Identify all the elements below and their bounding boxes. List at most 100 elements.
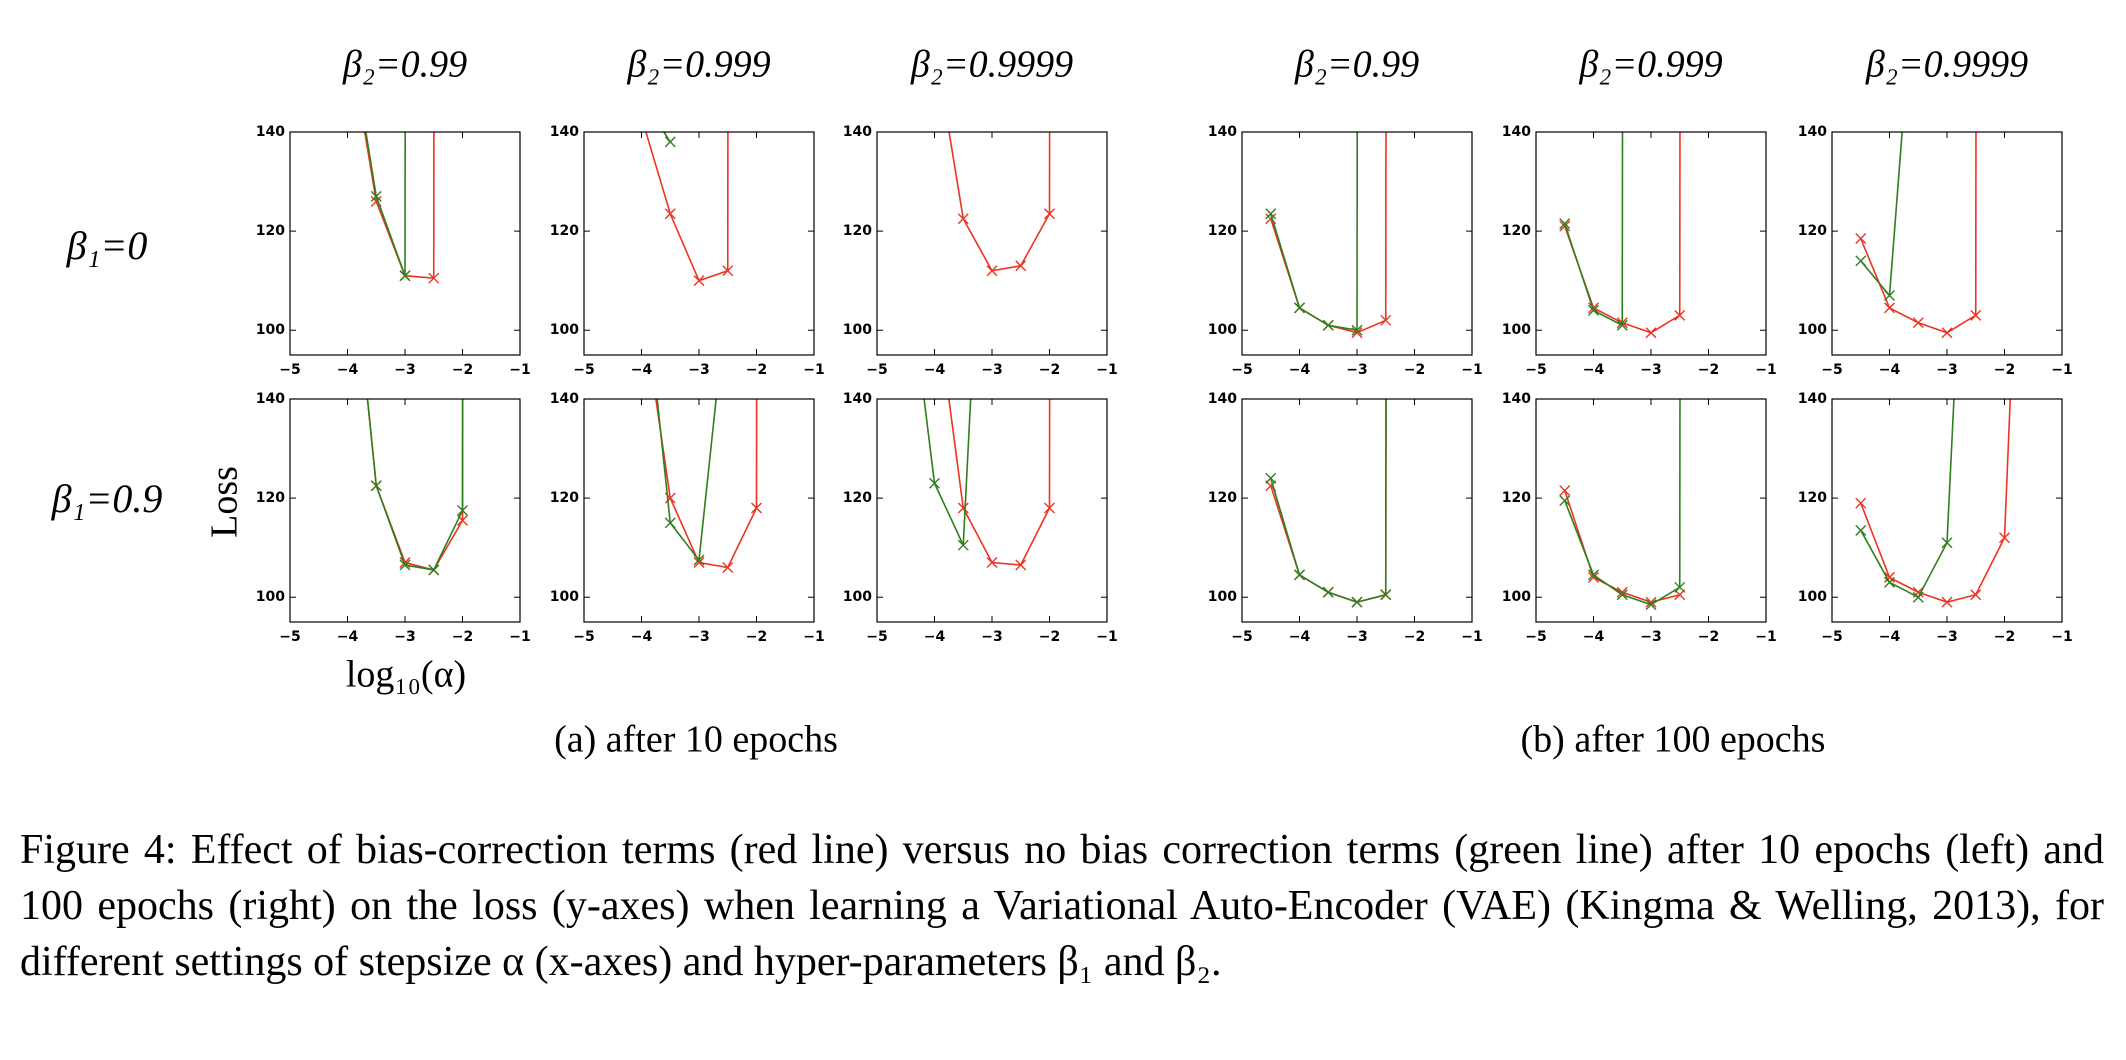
point-marker	[1588, 304, 1599, 316]
x-tick-label: −5	[1525, 629, 1546, 645]
point-marker	[722, 265, 734, 277]
point-marker	[1645, 327, 1657, 339]
x-tick-label: −3	[688, 362, 709, 378]
axes-frame	[583, 398, 815, 623]
row-label: β₁=0.9	[51, 476, 163, 521]
plot-area	[1855, 132, 1982, 339]
y-tick-label: 140	[1798, 391, 1827, 407]
column-title: β₂=0.999	[1578, 44, 1722, 86]
axes-frame	[876, 131, 1108, 356]
x-tick-label: −1	[1755, 362, 1776, 378]
chart: 100 120 140 −5 −4 −3 −2 −1	[843, 245, 1118, 645]
subcaption: (a) after 10 epochs	[554, 719, 838, 761]
x-tick-label: −5	[573, 629, 594, 645]
axes-frame	[1535, 398, 1767, 623]
point-marker	[1294, 302, 1305, 314]
y-tick-label: 120	[843, 223, 872, 239]
series-line	[645, 132, 729, 282]
series-line	[1269, 399, 1387, 604]
chart: 100 120 140 −5 −4 −3 −2 −1	[1502, 124, 1777, 378]
series-line	[1860, 399, 1955, 599]
point-marker	[1265, 472, 1277, 484]
series-line	[948, 399, 1051, 566]
plot-area	[1265, 132, 1392, 339]
y-tick-label: 140	[1502, 391, 1531, 407]
y-tick-label: 100	[256, 589, 285, 605]
axes-frame	[583, 131, 815, 356]
axes-frame	[289, 398, 521, 623]
x-tick-label: −3	[1936, 629, 1957, 645]
chart: 100 120 140 −5 −4 −3 −2 −1	[1502, 391, 1777, 645]
axes-frame	[1535, 131, 1767, 356]
y-tick-label: 100	[1502, 589, 1531, 605]
point-marker	[901, 245, 911, 255]
point-marker	[1941, 327, 1953, 339]
point-marker	[723, 285, 733, 295]
x-tick-label: −2	[1404, 362, 1425, 378]
point-marker	[1044, 502, 1055, 514]
y-tick-label: 100	[1208, 589, 1237, 605]
figure-caption: Figure 4: Effect of bias-correction term…	[20, 827, 2104, 985]
point-marker	[1941, 537, 1953, 549]
series-line	[923, 399, 972, 546]
x-tick-label: −3	[1936, 362, 1957, 378]
x-tick-label: −2	[1039, 362, 1060, 378]
x-tick-label: −5	[573, 362, 594, 378]
x-tick-label: −4	[924, 362, 946, 378]
y-tick-label: 120	[1798, 490, 1827, 506]
x-tick-label: −4	[631, 362, 653, 378]
point-marker	[1380, 589, 1392, 601]
y-tick-label: 100	[1502, 322, 1531, 338]
y-tick-label: 120	[256, 223, 285, 239]
series-line	[656, 399, 717, 563]
point-marker	[1884, 571, 1895, 583]
point-marker	[751, 502, 762, 514]
point-marker	[1616, 319, 1628, 331]
point-marker	[1015, 559, 1027, 571]
x-tick-label: −3	[1346, 629, 1367, 645]
point-marker	[637, 112, 647, 122]
column-title: β₂=0.9999	[910, 44, 1073, 86]
point-marker	[370, 190, 382, 202]
y-tick-label: 100	[550, 322, 579, 338]
y-tick-label: 100	[843, 589, 872, 605]
y-tick-label: 140	[550, 124, 579, 140]
x-tick-label: −5	[1821, 629, 1842, 645]
x-tick-label: −4	[1879, 629, 1901, 645]
figure: β₁=0 β₁=0.9 Loss log₁₀(α) (a) after 10 e…	[51, 44, 2073, 761]
x-tick-label: −1	[1755, 629, 1776, 645]
x-tick-label: −3	[688, 629, 709, 645]
x-tick-label: −5	[1231, 629, 1252, 645]
series-line	[655, 399, 758, 569]
x-tick-label: −2	[1994, 362, 2015, 378]
x-tick-label: −5	[1525, 362, 1546, 378]
column-title: β₂=0.99	[342, 44, 467, 86]
plot-area	[343, 196, 468, 576]
x-tick-label: −4	[631, 629, 653, 645]
y-tick-label: 140	[550, 391, 579, 407]
series-line	[1564, 399, 1681, 606]
x-tick-label: −3	[394, 362, 415, 378]
point-marker	[343, 196, 353, 206]
y-tick-label: 120	[550, 490, 579, 506]
point-marker	[1559, 218, 1571, 230]
series-line	[1269, 399, 1387, 604]
axes-frame	[876, 398, 1108, 623]
point-marker	[1351, 324, 1363, 336]
y-tick-label: 120	[1502, 490, 1531, 506]
point-marker	[370, 480, 382, 492]
y-tick-label: 140	[1798, 124, 1827, 140]
y-tick-label: 120	[1208, 223, 1237, 239]
x-tick-label: −4	[337, 629, 359, 645]
point-marker	[1674, 309, 1686, 321]
axes-frame	[1831, 398, 2063, 623]
chart: 100 120 140 −5 −4 −3 −2 −1	[1208, 124, 1483, 378]
point-marker	[428, 272, 440, 284]
point-marker	[637, 245, 647, 255]
series-line	[662, 132, 671, 143]
x-tick-label: −4	[1289, 629, 1311, 645]
y-tick-label: 120	[1208, 490, 1237, 506]
x-tick-label: −4	[1289, 362, 1311, 378]
plot-area	[1559, 132, 1686, 339]
